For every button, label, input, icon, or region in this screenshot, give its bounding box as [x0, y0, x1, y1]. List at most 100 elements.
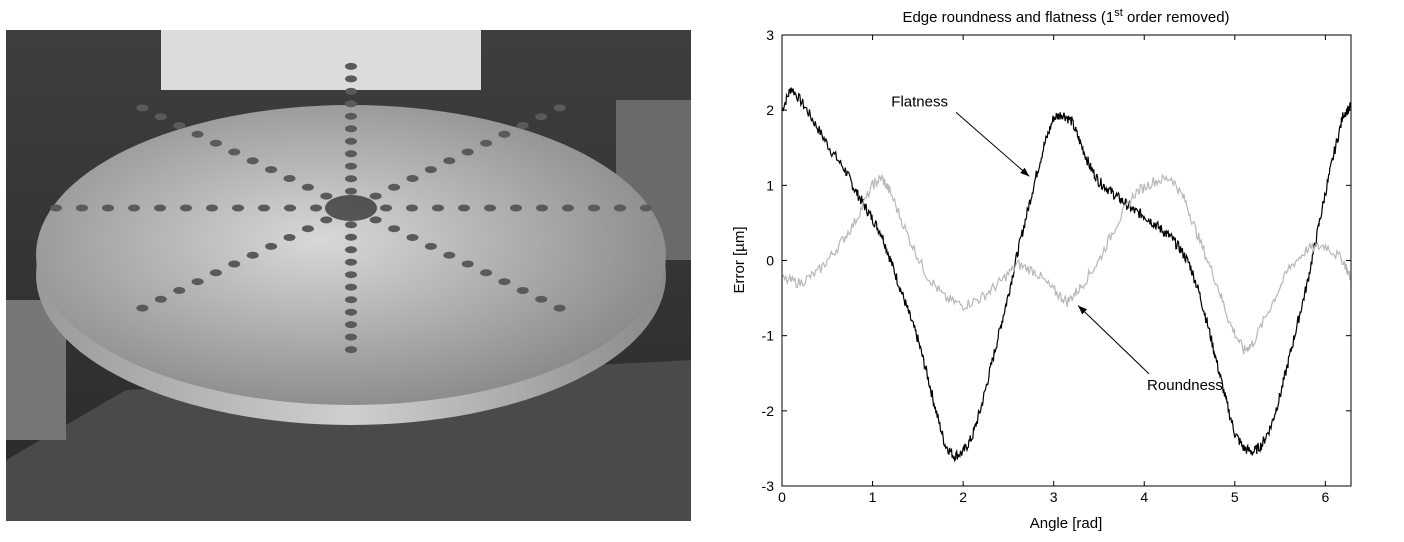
- disc-hole: [588, 204, 600, 212]
- disc-hole: [480, 269, 493, 277]
- disc-hole: [209, 139, 222, 147]
- disc-hole: [173, 287, 186, 294]
- disc-hole: [310, 204, 322, 212]
- y-tick-label: -1: [762, 328, 775, 344]
- annotation-flatness: Flatness: [891, 93, 948, 110]
- y-axis-label: Error [µm]: [731, 227, 748, 294]
- disc-hole: [443, 157, 456, 165]
- disc-hole: [191, 278, 204, 286]
- x-tick-label: 4: [1140, 489, 1148, 505]
- x-tick-label: 2: [959, 489, 967, 505]
- disc-hole: [258, 204, 270, 212]
- disc-hole: [461, 260, 474, 268]
- disc-hole: [345, 137, 357, 145]
- disc-hole: [209, 269, 222, 277]
- disc-hole: [443, 251, 456, 259]
- disc-hole: [154, 295, 167, 303]
- disc-hole: [246, 251, 259, 259]
- series-line-flatness: [781, 87, 1352, 463]
- disc-hole: [154, 204, 166, 212]
- disc-hole: [535, 113, 548, 121]
- y-tick-label: 0: [766, 253, 774, 269]
- chart-title: Edge roundness and flatness (1st order r…: [902, 7, 1229, 26]
- disc-hole: [345, 283, 357, 291]
- annotation-arrow-line: [1077, 305, 1150, 375]
- disc-hole: [180, 204, 192, 212]
- disc-hole: [345, 308, 357, 316]
- x-tick-label: 6: [1321, 489, 1329, 505]
- disc-hole: [320, 192, 333, 200]
- disc-hole: [345, 296, 357, 304]
- disc-hole: [345, 233, 357, 241]
- disc-hole: [246, 157, 259, 165]
- disc-hole: [536, 204, 548, 212]
- disc-hole: [345, 221, 357, 229]
- disc-hole: [461, 148, 474, 156]
- x-axis-label: Angle [rad]: [1030, 515, 1103, 532]
- disc-hole: [614, 204, 626, 212]
- disc-hole: [345, 246, 357, 254]
- disc-hole: [345, 187, 357, 195]
- disc-hole: [265, 242, 278, 250]
- disc-hole: [154, 113, 167, 121]
- disc-hole: [345, 175, 357, 183]
- disc-hole: [345, 321, 357, 329]
- disc-hole: [136, 104, 149, 112]
- disc-hole: [369, 216, 382, 224]
- disc-hole: [484, 204, 496, 212]
- disc-hole: [345, 75, 357, 83]
- disc-hole: [345, 271, 357, 279]
- disc-hole: [345, 100, 357, 108]
- disc-hole: [406, 204, 418, 212]
- disc-hole: [553, 304, 566, 312]
- disc-hole: [406, 175, 419, 182]
- disc-hole: [102, 204, 114, 212]
- disc-hole: [345, 150, 357, 158]
- annotation-roundness: Roundness: [1147, 377, 1223, 394]
- disc-hole: [320, 216, 333, 224]
- disc-hole: [228, 148, 241, 156]
- disc-hole: [265, 166, 278, 174]
- plot-frame: [781, 34, 1352, 487]
- disc-hole: [516, 122, 529, 129]
- disc-hole: [301, 183, 314, 191]
- disc-hole: [173, 122, 186, 129]
- disc-hole: [498, 130, 511, 138]
- x-tick-label: 5: [1231, 489, 1239, 505]
- y-tick-label: 2: [766, 102, 774, 118]
- y-tick-label: 3: [766, 27, 774, 43]
- disc-hole: [228, 260, 241, 268]
- disc-hole: [232, 204, 244, 212]
- annotation-arrow-line: [955, 112, 1030, 177]
- disc-hole: [206, 204, 218, 212]
- x-tick-label: 1: [869, 489, 877, 505]
- x-tick-label: 3: [1050, 489, 1058, 505]
- disc-hole: [553, 104, 566, 112]
- disc-hole: [516, 287, 529, 294]
- disc-hole: [640, 204, 652, 212]
- disc-hole: [432, 204, 444, 212]
- disc-hole: [345, 346, 357, 354]
- disc-hole: [458, 204, 470, 212]
- disc-hole: [283, 175, 296, 182]
- disc-hole: [388, 183, 401, 191]
- disc-hole: [345, 162, 357, 170]
- disc-hole: [345, 87, 357, 95]
- disc-hole: [76, 204, 88, 212]
- disc-hole: [369, 192, 382, 200]
- disc-hole: [345, 112, 357, 120]
- disc-hole: [424, 166, 437, 174]
- disc-hole: [345, 62, 357, 70]
- disc-hole: [345, 258, 357, 266]
- annotation-arrowhead: [1020, 167, 1030, 177]
- disc-hole: [128, 204, 140, 212]
- y-tick-label: -3: [762, 478, 775, 494]
- disc-hole: [284, 204, 296, 212]
- disc-hole: [191, 130, 204, 138]
- disc-hole: [535, 295, 548, 303]
- y-tick-label: -2: [762, 403, 775, 419]
- disc-hole: [562, 204, 574, 212]
- disc-hole: [345, 333, 357, 341]
- y-tick-label: 1: [766, 177, 774, 193]
- disc-hole: [301, 225, 314, 233]
